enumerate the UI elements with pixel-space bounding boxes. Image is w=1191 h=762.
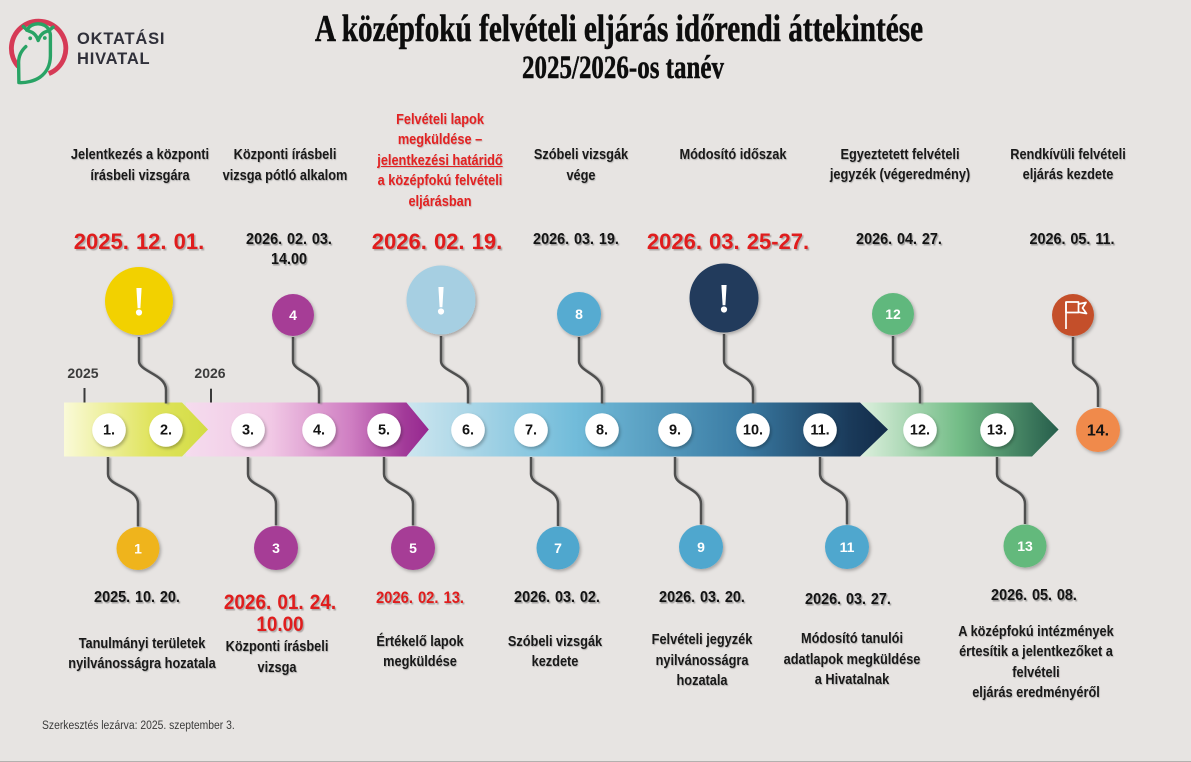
svg-text:14.: 14. xyxy=(1087,423,1109,440)
svg-text:4.: 4. xyxy=(313,423,325,439)
svg-text:2025: 2025 xyxy=(67,365,98,381)
svg-text:1.: 1. xyxy=(103,423,115,439)
svg-text:10.: 10. xyxy=(743,423,763,439)
svg-text:2026: 2026 xyxy=(194,365,225,381)
svg-text:13: 13 xyxy=(1017,538,1033,554)
svg-text:2.: 2. xyxy=(160,423,172,439)
svg-text:1: 1 xyxy=(134,541,142,557)
svg-text:8.: 8. xyxy=(596,423,608,439)
svg-text:6.: 6. xyxy=(462,423,474,439)
svg-text:7.: 7. xyxy=(525,423,537,439)
svg-text:12.: 12. xyxy=(910,423,930,439)
svg-text:11.: 11. xyxy=(810,423,829,439)
svg-text:12: 12 xyxy=(885,306,901,322)
svg-text:5.: 5. xyxy=(378,423,390,439)
svg-text:9: 9 xyxy=(697,539,705,555)
svg-text:3.: 3. xyxy=(242,423,254,439)
svg-text:7: 7 xyxy=(554,540,562,556)
svg-text:4: 4 xyxy=(289,307,297,323)
svg-text:13.: 13. xyxy=(987,423,1007,439)
svg-text:11: 11 xyxy=(840,539,855,555)
svg-text:8: 8 xyxy=(575,306,583,322)
svg-text:3: 3 xyxy=(272,540,280,556)
svg-text:9.: 9. xyxy=(669,423,681,439)
svg-text:5: 5 xyxy=(409,540,417,556)
